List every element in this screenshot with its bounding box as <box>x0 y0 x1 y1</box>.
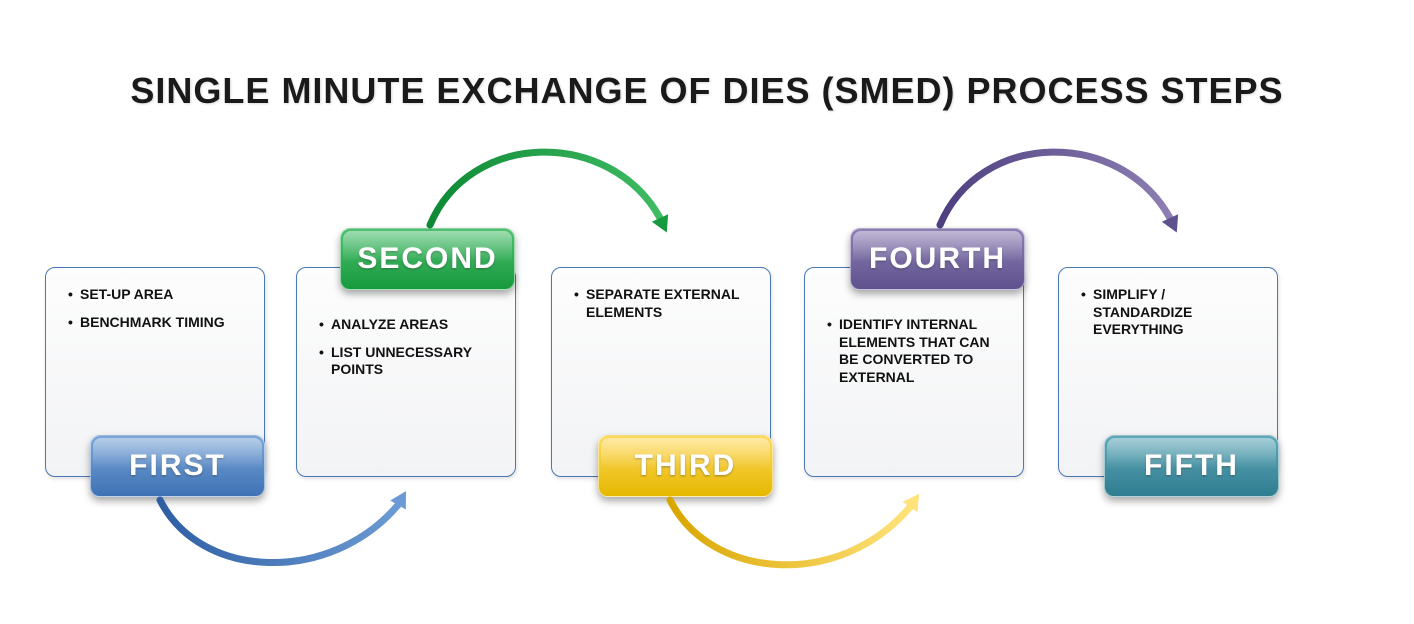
connector-arrows <box>0 0 1414 624</box>
arrowhead-icon <box>1162 214 1185 236</box>
arrow-fourth-to-fifth <box>940 152 1170 225</box>
arrowhead-icon <box>652 214 675 236</box>
arrow-second-to-third <box>430 152 660 225</box>
arrow-first-to-second <box>160 500 398 563</box>
arrow-third-to-fourth <box>670 500 910 565</box>
